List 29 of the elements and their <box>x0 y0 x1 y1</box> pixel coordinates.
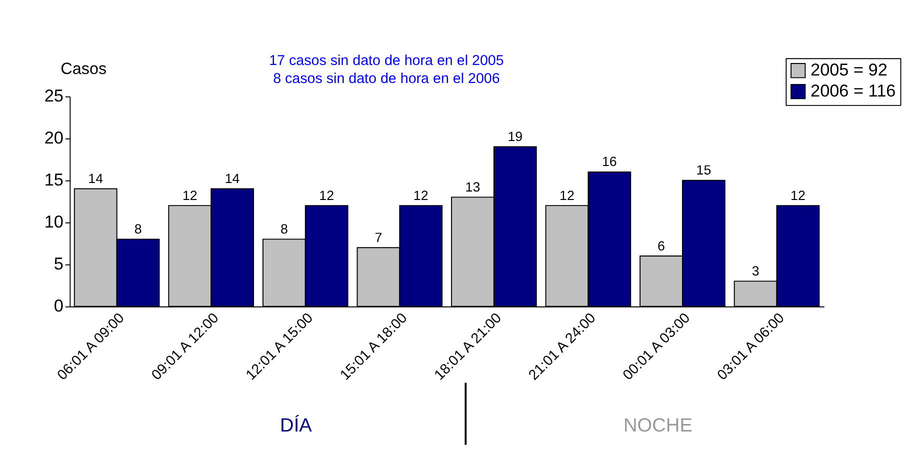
data-label: 19 <box>508 129 523 144</box>
data-label: 12 <box>319 188 334 203</box>
data-label: 12 <box>413 188 428 203</box>
data-label: 13 <box>465 179 480 194</box>
data-label: 12 <box>560 188 574 203</box>
text: 17 casos sin dato de hora en el 2005 <box>269 52 504 69</box>
text: 8 casos sin dato de hora en el 2006 <box>273 71 500 87</box>
data-label: 3 <box>752 263 760 278</box>
y-tick-label: 5 <box>54 254 64 274</box>
data-label: 16 <box>602 154 617 170</box>
y-axis-title: Casos <box>60 60 107 78</box>
data-label: 8 <box>134 221 142 236</box>
data-label: 14 <box>224 171 240 186</box>
data-label: 12 <box>182 188 198 203</box>
text: DÍA <box>280 414 312 436</box>
legend-label: 2006 = 116 <box>810 80 896 100</box>
y-tick-label: 0 <box>54 296 64 316</box>
y-tick-label: 15 <box>44 170 64 190</box>
text: NOCHE <box>624 415 692 436</box>
data-label: 12 <box>790 188 806 203</box>
data-label: 8 <box>280 221 288 236</box>
legend-label: 2005 = 92 <box>810 59 888 80</box>
y-tick-label: 10 <box>44 212 64 232</box>
data-label: 6 <box>658 238 665 254</box>
data-label: 15 <box>696 162 712 178</box>
data-label: 14 <box>88 171 104 186</box>
y-tick-label: 25 <box>44 86 64 106</box>
data-label: 7 <box>374 230 382 245</box>
y-tick-label: 20 <box>44 128 64 148</box>
